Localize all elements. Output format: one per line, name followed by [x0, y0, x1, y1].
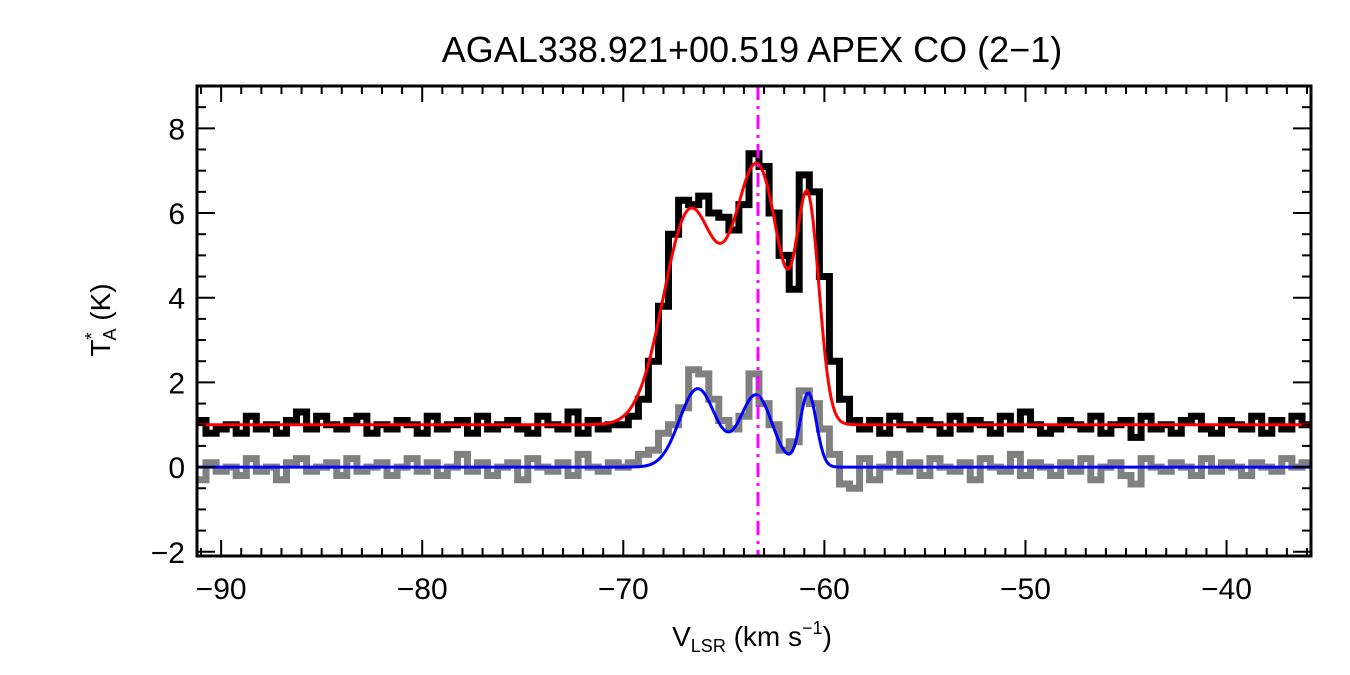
plot-frame: [195, 84, 1313, 558]
fit-curve-0: [197, 161, 1311, 427]
y-tick-label: −2: [151, 537, 185, 570]
x-axis-label: VLSR (km s−1): [672, 618, 832, 656]
x-tick-label: −80: [397, 573, 448, 606]
x-tick-label: −70: [598, 573, 649, 606]
y-tick-label: 0: [168, 452, 185, 485]
fit-curve-1: [197, 387, 1311, 469]
chart-title: AGAL338.921+00.519 APEX CO (2−1): [442, 29, 1062, 70]
y-tick-label: 8: [168, 113, 185, 146]
y-tick-label: 6: [168, 198, 185, 231]
y-tick-label: 2: [168, 367, 185, 400]
x-tick-label: −40: [1201, 573, 1252, 606]
y-tick-label: 4: [168, 283, 185, 316]
y-axis-label: T*A (K): [82, 283, 120, 356]
x-tick-label: −90: [196, 573, 247, 606]
plot-area: −90 −80 −70 −60 −50 −40 −2 0 2 4 6 8: [151, 84, 1313, 606]
x-tick-label: −60: [799, 573, 850, 606]
histogram-series-1: [197, 366, 1311, 492]
x-tick-label: −50: [1000, 573, 1051, 606]
